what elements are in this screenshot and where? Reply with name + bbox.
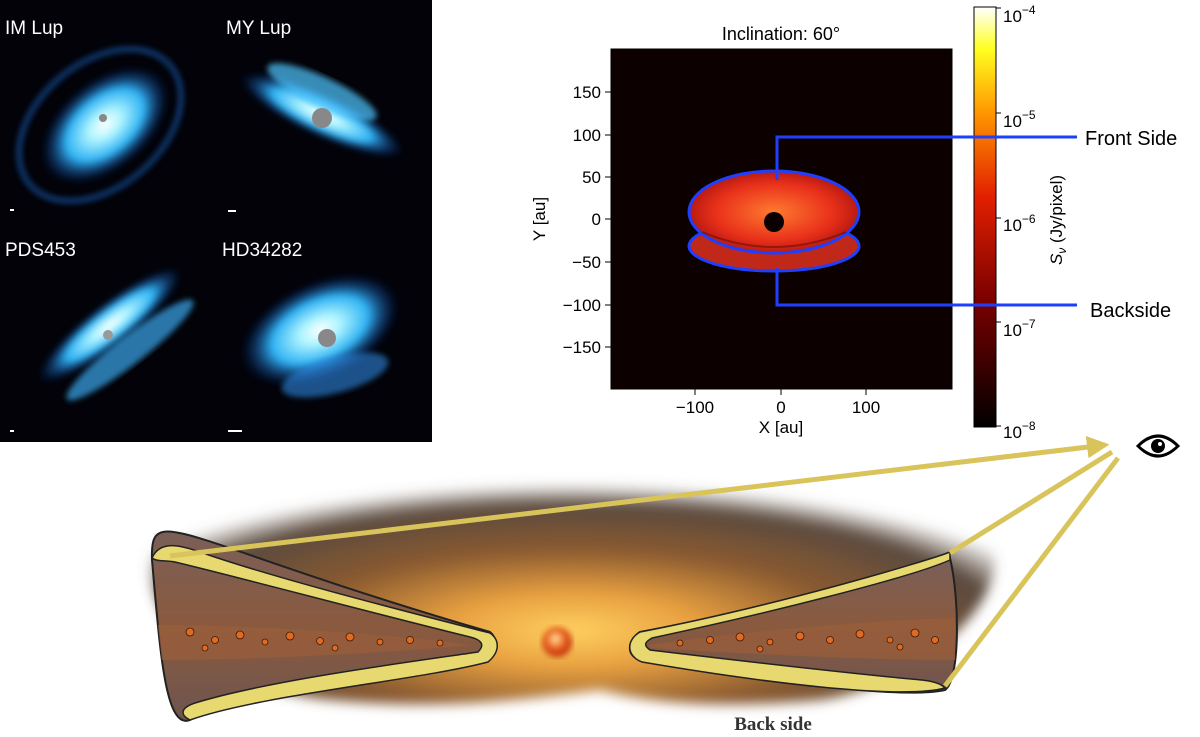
front-side-leader [775,135,1077,180]
x-axis: −100 0 100 X [au] [676,389,880,437]
ray-right-top [948,449,1114,556]
x-tick-label: 0 [776,398,785,417]
light-rays [169,435,1120,688]
panel-my-lup: MY Lup [226,18,405,212]
disk-sketch: Back side [150,434,1181,735]
observation-mosaic: IM Lup MY Lup PDS453 HD34282 [0,0,432,442]
y-axis-label: Y [au] [530,197,549,241]
y-tick-label: 50 [582,168,601,187]
dust-grains [185,627,939,653]
ray-front-surface [169,435,1110,559]
y-tick-label: 0 [592,210,601,229]
right-disk-surface [629,550,951,693]
x-tick-label: 100 [852,398,880,417]
y-axis: 150 100 50 0 −50 −100 −150 Y [au] [530,83,611,357]
back-side-label: Back side [734,714,812,735]
annotation-leaders [775,135,1077,307]
panel-label-my-lup: MY Lup [226,18,291,39]
left-disk-surface [151,544,498,721]
plot-title: Inclination: 60° [722,24,840,44]
panel-label-pds453: PDS453 [5,240,76,261]
colorbar: 10−4 10−5 10−6 10−7 10−8 Sν (Jy/pixel) [973,3,1069,442]
x-axis-label: X [au] [759,418,803,437]
colorbar-tick: 10−4 [1003,3,1036,26]
backside-leader [775,268,1077,307]
colorbar-label: Sν (Jy/pixel) [1047,175,1069,265]
colorbar-tick: 10−8 [1003,419,1036,442]
panel-pds453: PDS453 [5,240,194,432]
colorbar-tick: 10−6 [1003,212,1036,235]
central-star-mask [764,212,784,232]
panel-hd34282: HD34282 [222,240,400,432]
colorbar-tick: 10−5 [1003,108,1036,131]
y-tick-label: 100 [573,126,601,145]
y-tick-label: −50 [572,253,601,272]
front-side-label: Front Side [1085,128,1177,150]
central-star [542,627,572,657]
model-plot: Inclination: 60° −100 0 100 X [au] 1 [530,3,1177,442]
panel-label-hd34282: HD34282 [222,240,302,261]
colorbar-gradient [973,6,997,428]
eye-icon [1135,434,1181,458]
colorbar-tick: 10−7 [1003,317,1036,340]
ray-right-bottom [943,456,1120,688]
y-tick-label: 150 [573,83,601,102]
y-tick-label: −100 [563,296,601,315]
panel-label-im-lup: IM Lup [5,18,63,39]
y-tick-label: −150 [563,338,601,357]
backside-label: Backside [1090,300,1171,322]
panel-im-lup: IM Lup [5,18,184,211]
x-tick-label: −100 [676,398,714,417]
